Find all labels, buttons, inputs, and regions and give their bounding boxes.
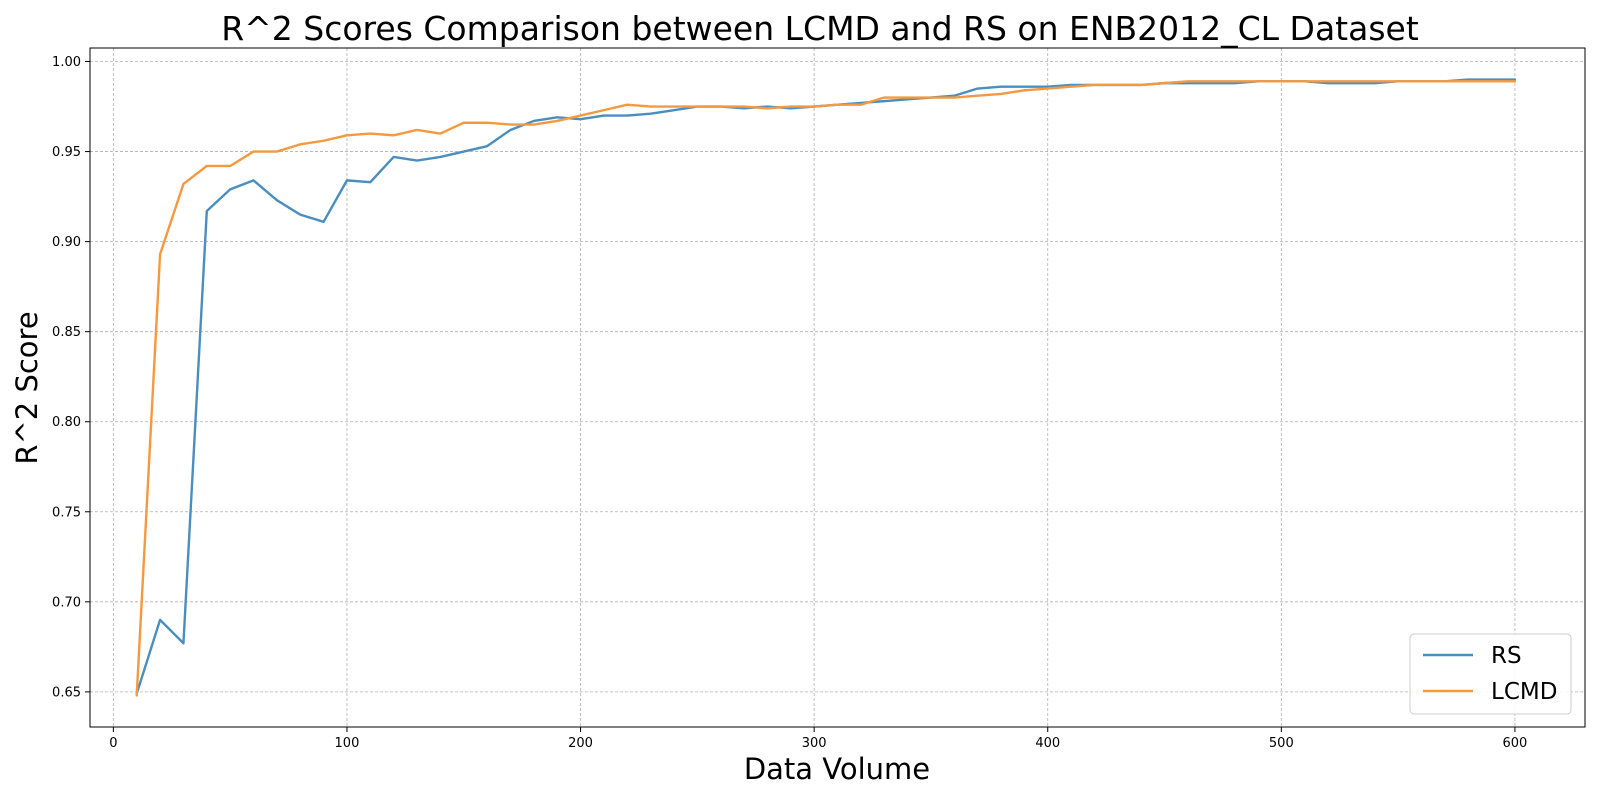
y-tick-label: 0.80: [52, 415, 81, 430]
y-tick-label: 0.65: [52, 685, 81, 700]
legend-label-lcmd: LCMD: [1491, 679, 1557, 705]
x-tick-label: 300: [802, 736, 827, 751]
y-tick-label: 1.00: [52, 55, 81, 70]
y-tick-label: 0.95: [52, 145, 81, 160]
x-tick-label: 400: [1035, 736, 1060, 751]
x-tick-label: 600: [1503, 736, 1528, 751]
legend: RS LCMD: [1409, 633, 1572, 715]
grid: [90, 48, 1585, 727]
y-tick-label: 0.85: [52, 325, 81, 340]
series-layer: [135, 78, 1517, 697]
series-line-lcmd: [135, 80, 1517, 697]
x-tick-label: 500: [1269, 736, 1294, 751]
chart-title: R^2 Scores Comparison between LCMD and R…: [221, 9, 1419, 48]
x-tick-label: 0: [109, 736, 117, 751]
x-axis-label: Data Volume: [744, 752, 930, 786]
y-tick-label: 0.90: [52, 235, 81, 250]
y-axis-label: R^2 Score: [10, 311, 44, 464]
y-tick-label: 0.70: [52, 595, 81, 610]
x-tick-label: 200: [568, 736, 593, 751]
x-tick-label: 100: [335, 736, 360, 751]
y-tick-label: 0.75: [52, 505, 81, 520]
plot-frame: [89, 47, 1586, 728]
x-axis: 0 100 200 300 400 500 600: [109, 727, 1527, 751]
legend-label-rs: RS: [1491, 643, 1522, 669]
y-axis: 0.65 0.70 0.75 0.80 0.85 0.90 0.95 1.00: [52, 55, 90, 700]
